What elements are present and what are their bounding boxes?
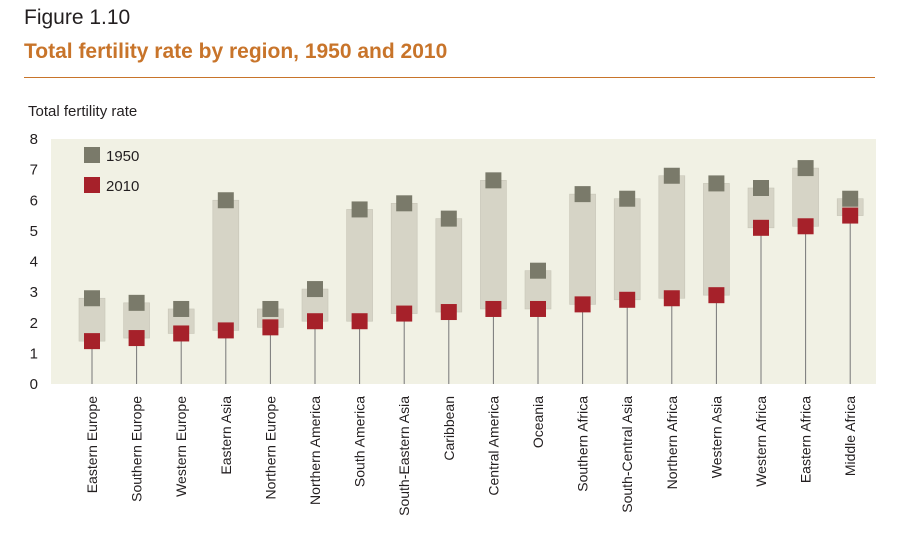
marker-1950	[217, 192, 234, 209]
y-axis-label: Total fertility rate	[28, 103, 137, 120]
marker-2010	[753, 219, 769, 236]
category-label: Southern Europe	[129, 396, 145, 502]
y-tick-label: 6	[30, 192, 38, 209]
category-label: Eastern Asia	[218, 396, 234, 475]
marker-2010	[619, 291, 636, 308]
category-label: Western Europe	[173, 396, 189, 497]
marker-2010	[485, 300, 502, 317]
marker-2010	[396, 305, 413, 322]
plot-background	[51, 139, 876, 384]
y-tick-label: 4	[30, 254, 38, 271]
marker-1950	[574, 186, 591, 203]
y-tick-label: 8	[30, 131, 38, 148]
legend-swatch-1950	[84, 147, 100, 163]
category-label: Northern Europe	[262, 396, 278, 500]
marker-2010	[574, 296, 591, 313]
y-tick-label: 7	[30, 162, 38, 179]
marker-2010	[128, 330, 145, 347]
category-label: Eastern Europe	[84, 396, 100, 493]
marker-2010	[262, 319, 279, 336]
marker-2010	[173, 325, 190, 342]
category-label: Western Asia	[708, 396, 724, 478]
y-tick-label: 3	[30, 284, 38, 301]
marker-1950	[708, 175, 725, 192]
marker-1950	[797, 160, 814, 177]
title-rule	[24, 77, 875, 78]
range-band	[346, 209, 373, 322]
marker-2010	[217, 322, 234, 339]
marker-1950	[307, 281, 323, 298]
category-label: Middle Africa	[842, 396, 858, 476]
marker-1950	[396, 195, 413, 212]
marker-2010	[307, 313, 323, 330]
category-label: Caribbean	[441, 396, 457, 461]
legend-label-1950: 1950	[106, 148, 139, 165]
marker-2010	[842, 207, 859, 224]
category-label: South America	[352, 396, 368, 487]
chart-title: Total fertility rate by region, 1950 and…	[24, 40, 448, 63]
y-tick-label: 0	[30, 376, 38, 393]
range-band	[480, 180, 507, 310]
category-label: Northern America	[307, 396, 323, 505]
category-label: South-Central Asia	[619, 396, 635, 513]
range-band	[613, 198, 641, 301]
category-label: Northern Africa	[664, 396, 680, 490]
category-label: Eastern Africa	[798, 396, 814, 483]
y-tick-label: 5	[30, 223, 38, 240]
marker-2010	[84, 333, 100, 350]
marker-1950	[128, 294, 145, 311]
y-tick-label: 2	[30, 315, 38, 332]
range-band	[792, 167, 819, 227]
category-label: Oceania	[530, 396, 546, 448]
marker-1950	[753, 180, 769, 196]
marker-1950	[84, 290, 100, 307]
y-tick-label: 1	[30, 345, 38, 362]
marker-1950	[262, 300, 279, 317]
category-label: Southern Africa	[575, 396, 591, 492]
figure-label: Figure 1.10	[24, 6, 131, 29]
range-band	[569, 193, 596, 305]
marker-1950	[440, 210, 457, 227]
marker-1950	[485, 172, 502, 189]
range-band	[658, 175, 686, 299]
range-band	[703, 183, 730, 296]
legend-label-2010: 2010	[106, 178, 139, 195]
range-band	[435, 218, 463, 313]
marker-2010	[663, 290, 680, 307]
category-label: South-Eastern Asia	[396, 396, 412, 516]
range-band	[390, 203, 418, 314]
marker-2010	[708, 287, 725, 304]
marker-2010	[530, 300, 546, 317]
marker-1950	[173, 300, 190, 317]
marker-1950	[663, 167, 680, 184]
marker-1950	[530, 262, 546, 279]
marker-1950	[619, 190, 636, 207]
category-label: Western Africa	[753, 396, 769, 487]
legend-swatch-2010	[84, 177, 100, 193]
marker-1950	[842, 190, 859, 207]
marker-1950	[351, 201, 368, 218]
marker-2010	[797, 218, 814, 235]
marker-2010	[440, 304, 457, 321]
category-label: Central America	[485, 396, 501, 496]
range-band	[212, 199, 240, 331]
marker-2010	[351, 313, 368, 330]
